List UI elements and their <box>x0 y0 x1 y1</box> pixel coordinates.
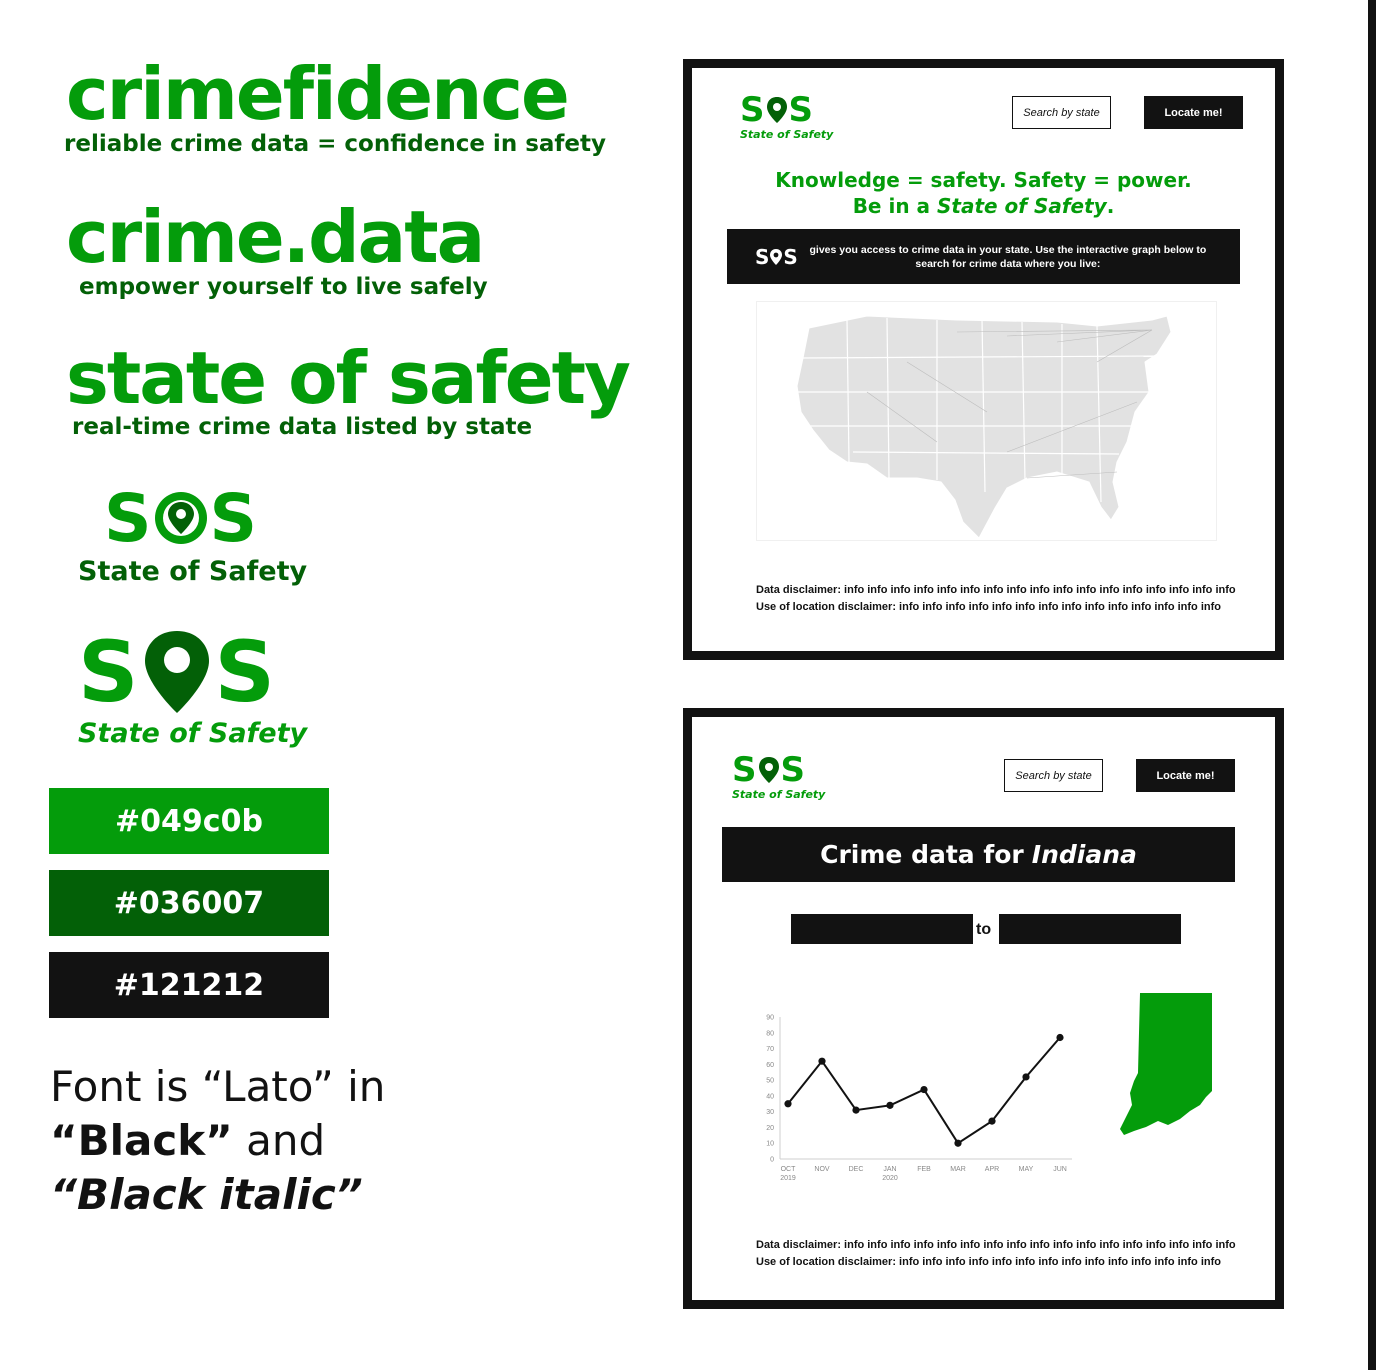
name-option-1: crimefidence <box>66 52 570 136</box>
font-note-and: and <box>232 1116 326 1165</box>
page-right-edge <box>1368 0 1376 1370</box>
mockup-home: S S State of Safety Search by state Loca… <box>683 59 1284 660</box>
mockup-state: S S State of Safety Search by state Loca… <box>683 708 1284 1309</box>
location-disclaimer: Use of location disclaimer: info info in… <box>756 601 1221 613</box>
header-logo[interactable]: S S State of Safety <box>740 90 833 141</box>
data-point <box>852 1106 860 1114</box>
y-tick-label: 80 <box>766 1030 774 1037</box>
y-tick-label: 70 <box>766 1046 774 1053</box>
data-point <box>818 1057 826 1065</box>
map-pin-icon <box>770 248 783 265</box>
logo-letter-s: S <box>104 479 152 557</box>
search-by-state-input[interactable]: Search by state <box>1004 759 1103 792</box>
data-disclaimer: Data disclaimer: info info info info inf… <box>756 1239 1236 1251</box>
x-tick-label: OCT <box>781 1166 797 1173</box>
logo-letter-s: S <box>732 750 757 790</box>
y-tick-label: 60 <box>766 1062 774 1069</box>
data-point <box>1022 1073 1030 1081</box>
tagline-option-3: real-time crime data listed by state <box>72 414 533 440</box>
logo-letter-s: S <box>780 750 806 790</box>
x-tick-label: APR <box>985 1166 999 1173</box>
data-disclaimer: Data disclaimer: info info info info inf… <box>756 584 1236 596</box>
data-point <box>954 1139 962 1147</box>
header-logo[interactable]: S S State of Safety <box>732 750 825 801</box>
intro-text: gives you access to crime data in your s… <box>809 243 1207 270</box>
y-tick-label: 40 <box>766 1093 774 1100</box>
logo-version-1: S S State of Safety <box>78 479 308 588</box>
logo-caption: State of Safety <box>740 128 834 141</box>
logo-letter-s: S <box>788 90 814 130</box>
name-option-2: crime.data <box>66 195 485 279</box>
data-point <box>886 1101 894 1109</box>
swatch-dark-green: #036007 <box>49 870 329 936</box>
map-pin-icon <box>144 631 209 713</box>
logo-version-2: S S State of Safety <box>78 623 308 749</box>
font-note-black: “Black” <box>50 1116 233 1165</box>
indiana-state-map[interactable] <box>1120 993 1216 1143</box>
x-tick-sublabel: 2020 <box>882 1175 898 1182</box>
x-tick-label: JUN <box>1053 1166 1067 1173</box>
logo-letter-s: S <box>209 479 258 557</box>
date-range-to: to <box>976 921 992 938</box>
chart-svg: 0 10 20 30 40 50 60 70 80 90 OCT 2019 NOV DEC JAN 2020 F… <box>766 1015 1072 1182</box>
logo-caption: State of Safety <box>732 788 826 801</box>
intro-banner: S S gives you access to crime data in yo… <box>727 229 1240 284</box>
end-date-field[interactable] <box>999 914 1181 944</box>
logo-caption: State of Safety <box>78 556 308 587</box>
tagline-option-1: reliable crime data = confidence in safe… <box>64 131 607 157</box>
y-tick-label: 0 <box>770 1157 774 1164</box>
logo-letter-s: S <box>740 90 765 130</box>
y-tick-label: 30 <box>766 1109 774 1116</box>
tagline-option-2: empower yourself to live safely <box>79 274 488 300</box>
data-point <box>1056 1033 1064 1042</box>
headline-line-2: Be in a State of Safety. <box>852 194 1115 218</box>
x-tick-label: DEC <box>849 1166 864 1173</box>
map-pin-icon <box>766 97 787 123</box>
name-option-3: state of safety <box>66 336 631 420</box>
locate-me-button[interactable]: Locate me! <box>1136 759 1235 792</box>
y-tick-label: 90 <box>766 1015 774 1022</box>
locate-me-button[interactable]: Locate me! <box>1144 96 1243 129</box>
home-headline: Knowledge = safety. Safety = power. Be i… <box>692 167 1275 219</box>
x-tick-label: NOV <box>814 1166 830 1173</box>
x-tick-label: JAN <box>883 1166 896 1173</box>
swatch-green: #049c0b <box>49 788 329 854</box>
headline-line-1: Knowledge = safety. Safety = power. <box>775 168 1192 192</box>
map-pin-icon <box>154 492 207 544</box>
inline-logo: S S <box>755 244 798 269</box>
x-tick-label: MAR <box>950 1166 966 1173</box>
y-tick-label: 10 <box>766 1141 774 1148</box>
us-state-map[interactable] <box>756 301 1217 541</box>
font-note-line-2: “Black” and <box>50 1114 385 1168</box>
logo-letter-s: S <box>78 623 139 721</box>
swatch-black: #121212 <box>49 952 329 1018</box>
search-by-state-input[interactable]: Search by state <box>1012 96 1111 129</box>
y-tick-label: 20 <box>766 1125 774 1132</box>
crime-line-chart: 0 10 20 30 40 50 60 70 80 90 OCT 2019 NOV DEC JAN 2020 F… <box>752 1009 1092 1189</box>
start-date-field[interactable] <box>791 914 973 944</box>
state-title-banner: Crime data for Indiana <box>722 827 1235 882</box>
title-prefix: Crime data for <box>820 840 1024 869</box>
map-pin-icon <box>758 757 779 783</box>
data-point <box>988 1117 996 1125</box>
data-point <box>920 1085 928 1094</box>
font-note-line-1: Font is “Lato” in <box>50 1062 386 1111</box>
logo-caption: State of Safety <box>78 718 308 749</box>
state-name: Indiana <box>1031 840 1137 869</box>
data-point <box>784 1100 792 1108</box>
us-map-graphic[interactable] <box>757 302 1218 542</box>
x-tick-label: FEB <box>917 1166 931 1173</box>
x-tick-sublabel: 2019 <box>780 1175 796 1182</box>
x-tick-label: MAY <box>1019 1166 1034 1173</box>
font-note: Font is “Lato” in “Black” and “Black ita… <box>50 1060 385 1222</box>
font-note-black-italic: “Black italic” <box>50 1170 363 1219</box>
y-tick-label: 50 <box>766 1078 774 1085</box>
logo-letter-s: S <box>214 623 276 721</box>
location-disclaimer: Use of location disclaimer: info info in… <box>756 1256 1221 1268</box>
